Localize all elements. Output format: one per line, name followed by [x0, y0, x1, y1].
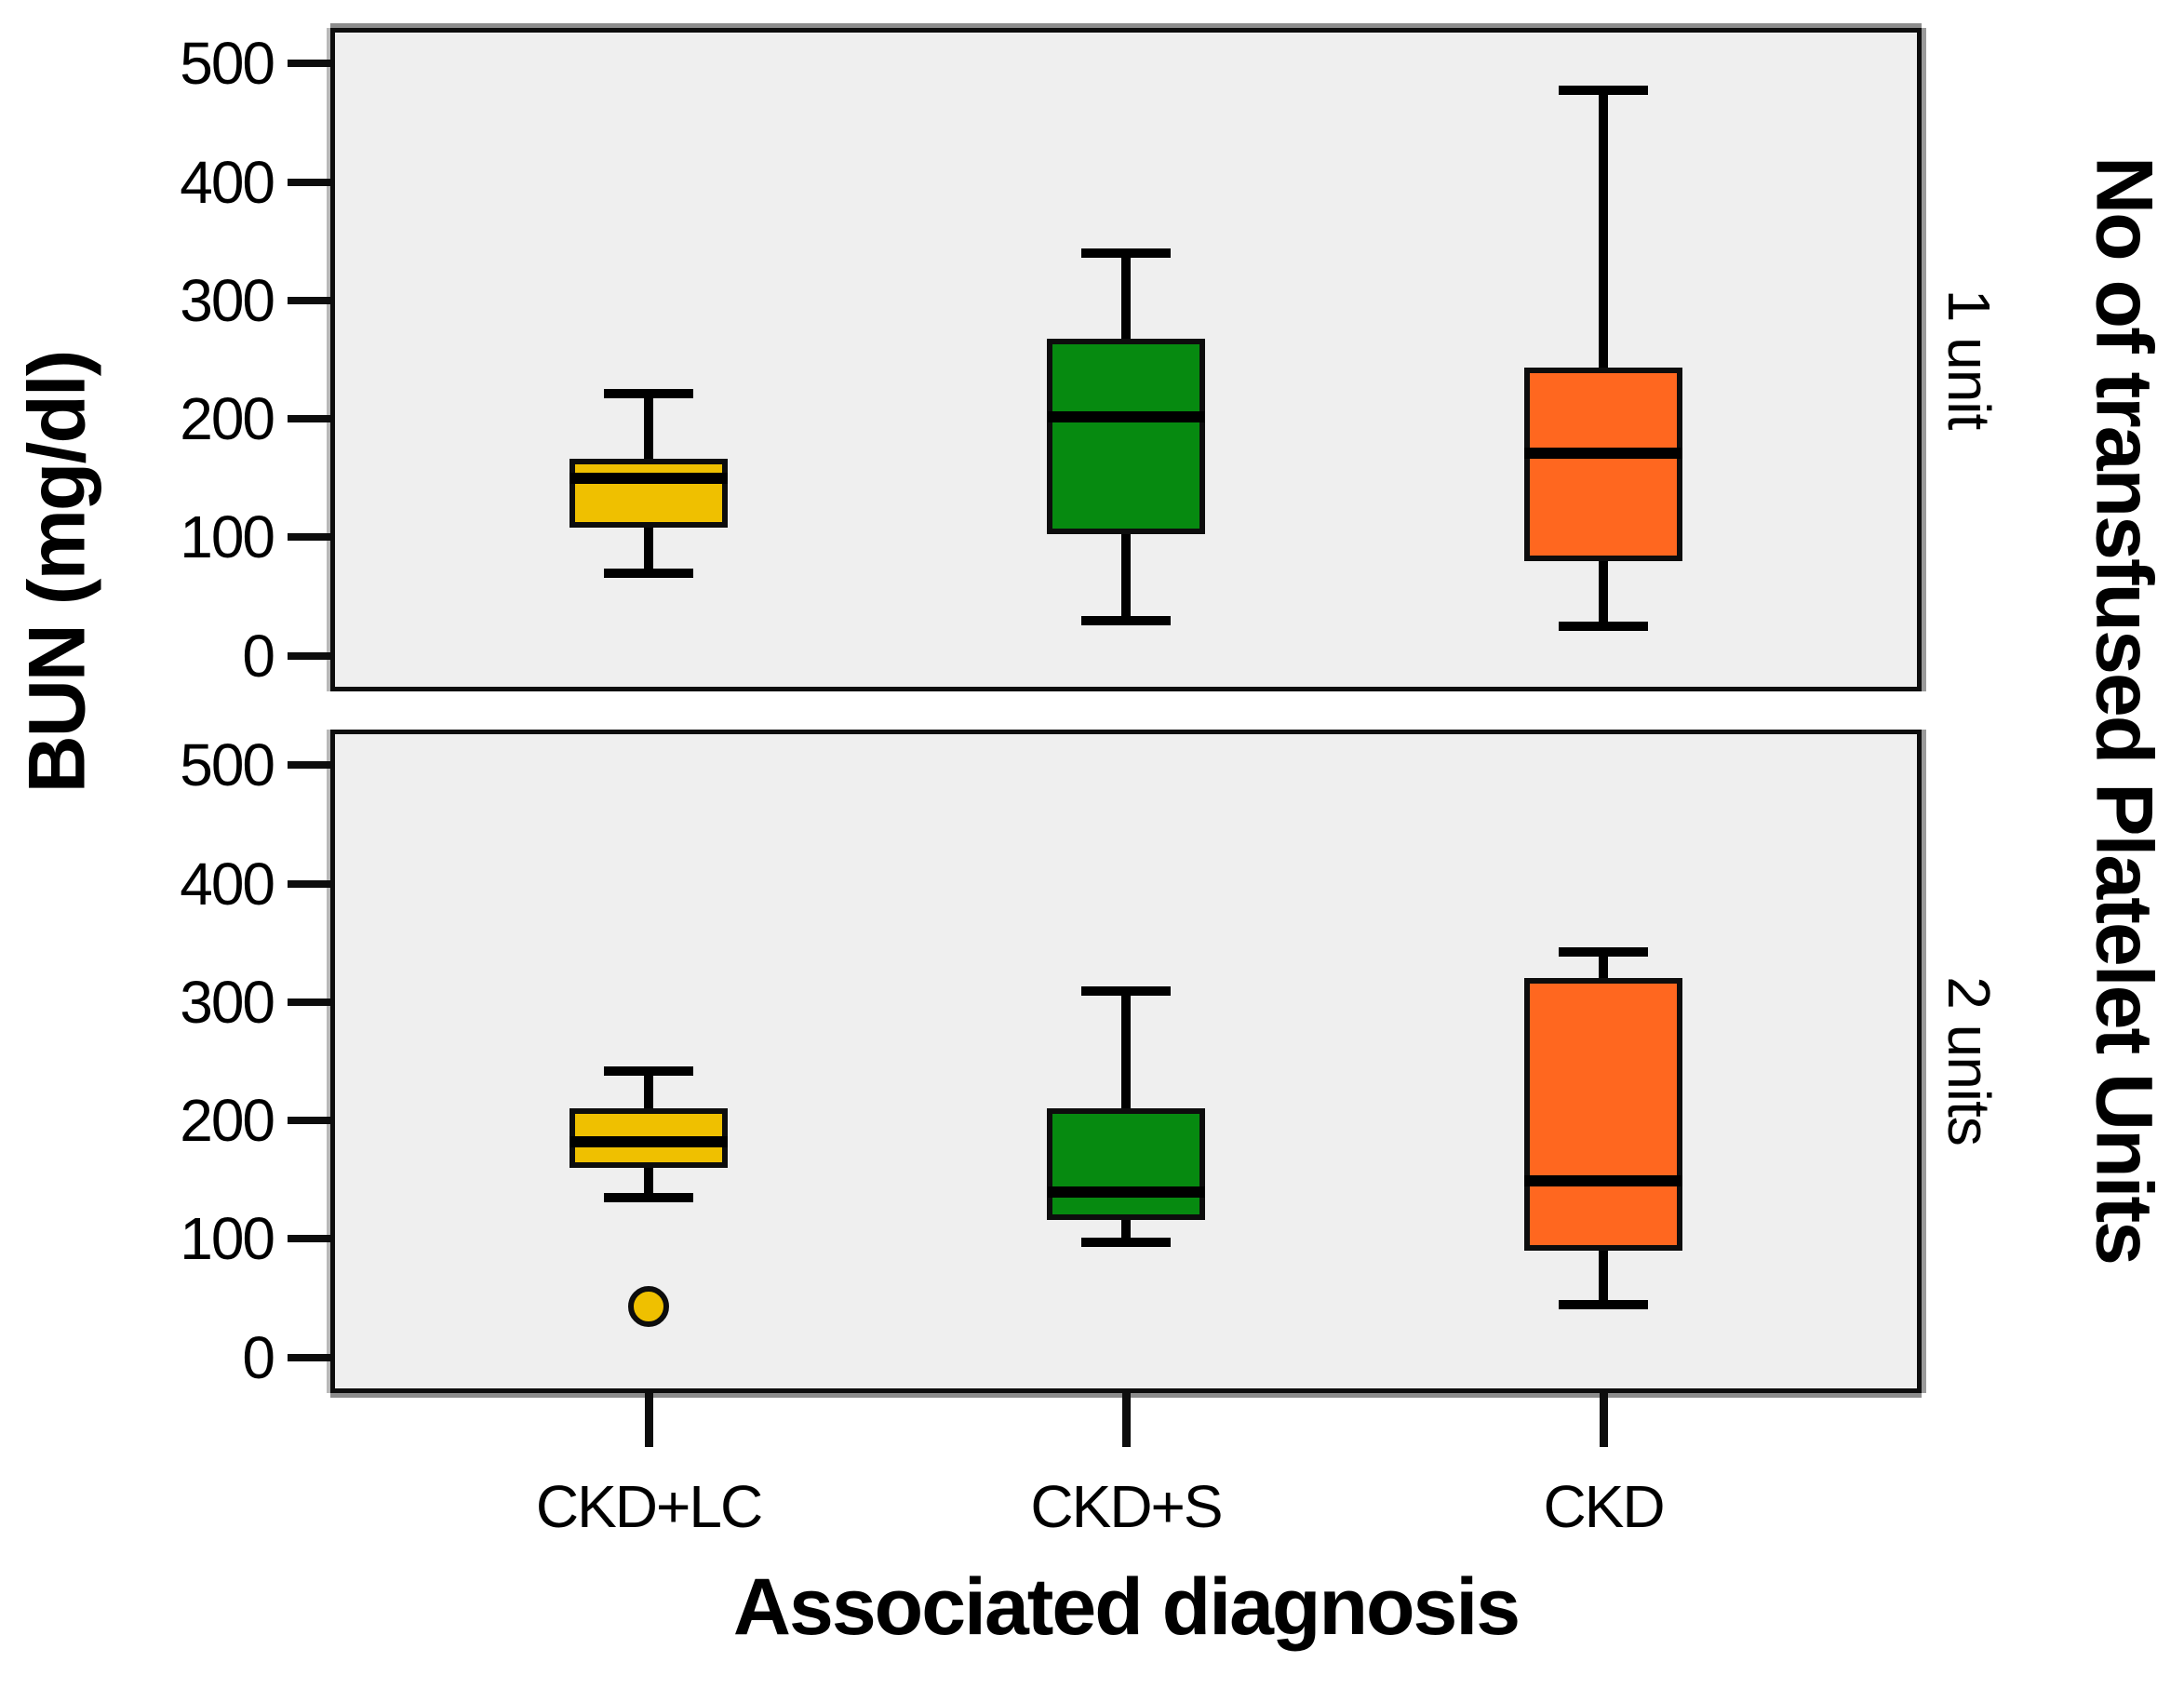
- whisker-cap-min-ckd-lc: [604, 568, 693, 578]
- whisker-upper-ckd: [1599, 951, 1608, 979]
- whisker-cap-min-ckd-s: [1081, 1238, 1171, 1248]
- whisker-cap-min-ckd-lc: [604, 1192, 693, 1202]
- whisker-cap-min-ckd: [1559, 1299, 1648, 1309]
- facet-axis-title: No of transfused Platelet Units: [2079, 156, 2169, 1264]
- x-tick-mark: [1599, 1393, 1608, 1447]
- y-tick-mark: [288, 1353, 330, 1361]
- y-tick-mark: [288, 1117, 330, 1125]
- facet-label-1-unit: 1 unit: [1936, 288, 2003, 430]
- whisker-cap-max-ckd-s: [1081, 248, 1171, 259]
- y-tick-label: 400: [180, 148, 275, 216]
- box-body-ckd-lc: [569, 459, 728, 529]
- whisker-cap-max-ckd-lc: [604, 388, 693, 398]
- y-axis-title: BUN (mg/dl): [12, 351, 102, 794]
- y-tick-mark: [288, 415, 330, 423]
- y-tick-label: 300: [180, 968, 275, 1036]
- y-tick-label: 200: [180, 1087, 275, 1155]
- y-tick-label: 300: [180, 266, 275, 334]
- whisker-upper-ckd-s: [1121, 252, 1131, 339]
- y-tick-mark: [288, 178, 330, 186]
- whisker-upper-ckd-lc: [644, 1070, 653, 1109]
- box-median-ckd: [1524, 1175, 1682, 1187]
- box-median-ckd-lc: [569, 1136, 728, 1148]
- whisker-cap-max-ckd: [1559, 946, 1648, 957]
- box-body-ckd: [1524, 978, 1682, 1252]
- x-axis-title: Associated diagnosis: [732, 1562, 1521, 1652]
- y-tick-label: 100: [180, 503, 275, 571]
- whisker-lower-ckd-lc: [644, 528, 653, 573]
- box-median-ckd: [1524, 448, 1682, 460]
- y-tick-mark: [288, 1235, 330, 1243]
- whisker-cap-max-ckd-lc: [604, 1066, 693, 1077]
- y-tick-label: 500: [180, 30, 275, 98]
- box-body-ckd: [1524, 368, 1682, 561]
- y-tick-mark: [288, 296, 330, 304]
- box-median-ckd-s: [1047, 410, 1205, 422]
- y-tick-mark: [288, 998, 330, 1006]
- box-body-ckd-s: [1047, 338, 1205, 534]
- whisker-lower-ckd-s: [1121, 1220, 1131, 1243]
- whisker-lower-ckd: [1599, 560, 1608, 626]
- x-tick-mark: [1121, 1393, 1131, 1447]
- y-tick-label: 0: [242, 1323, 275, 1391]
- whisker-cap-max-ckd: [1559, 85, 1648, 95]
- box-median-ckd-s: [1047, 1186, 1205, 1198]
- y-tick-mark: [288, 651, 330, 660]
- whisker-lower-ckd-lc: [644, 1168, 653, 1198]
- whisker-lower-ckd-s: [1121, 533, 1131, 621]
- outlier-point-ckd-lc: [628, 1286, 669, 1328]
- y-tick-mark: [288, 879, 330, 888]
- box-median-ckd-lc: [569, 472, 728, 484]
- box-body-ckd-s: [1047, 1108, 1205, 1221]
- x-tick-mark: [644, 1393, 653, 1447]
- y-tick-label: 100: [180, 1205, 275, 1273]
- x-tick-label-ckd-s: CKD+S: [1030, 1473, 1223, 1540]
- whisker-lower-ckd: [1599, 1251, 1608, 1305]
- x-tick-label-ckd-lc: CKD+LC: [535, 1473, 763, 1540]
- whisker-upper-ckd-lc: [644, 393, 653, 460]
- whisker-cap-max-ckd-s: [1081, 985, 1171, 996]
- y-tick-label: 500: [180, 731, 275, 799]
- whisker-upper-ckd: [1599, 89, 1608, 369]
- y-tick-mark: [288, 761, 330, 770]
- whisker-cap-min-ckd-s: [1081, 615, 1171, 625]
- y-tick-mark: [288, 533, 330, 542]
- y-tick-mark: [288, 60, 330, 68]
- whisker-cap-min-ckd: [1559, 621, 1648, 631]
- facet-label-2-units: 2 units: [1936, 976, 2003, 1146]
- y-tick-label: 0: [242, 622, 275, 690]
- y-tick-label: 200: [180, 385, 275, 453]
- x-tick-label-ckd: CKD: [1543, 1473, 1665, 1540]
- whisker-upper-ckd-s: [1121, 990, 1131, 1109]
- y-tick-label: 400: [180, 850, 275, 918]
